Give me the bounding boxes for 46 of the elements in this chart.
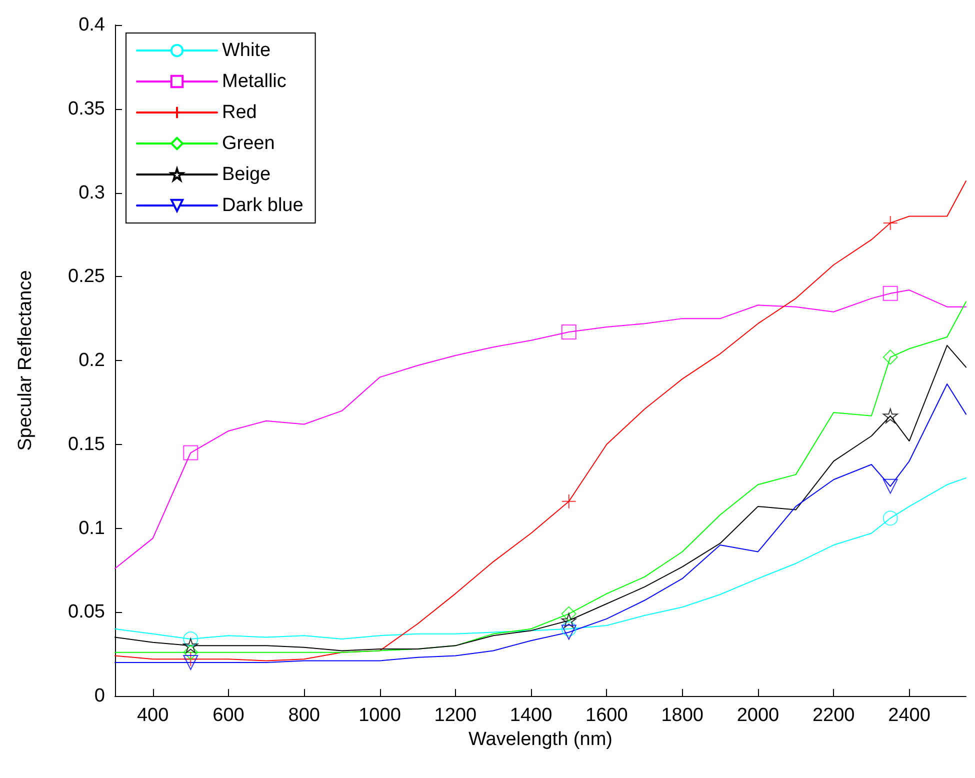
y-tick-label: 0.3 xyxy=(78,182,105,204)
y-tick-label: 0.25 xyxy=(68,266,105,288)
legend-label: Dark blue xyxy=(222,195,304,216)
point xyxy=(561,494,576,509)
x-axis-title: Wavelength (nm) xyxy=(468,729,612,750)
y-tick-label: 0.4 xyxy=(78,14,106,36)
x-tick-label: 600 xyxy=(212,705,244,726)
y-axis-title: Specular Reflectance xyxy=(15,270,36,451)
x-tick-label: 1000 xyxy=(358,705,401,726)
point xyxy=(183,445,198,460)
y-tick-label: 0.05 xyxy=(68,602,105,623)
point xyxy=(183,644,198,660)
point xyxy=(561,613,576,628)
y-tick-label: 0.1 xyxy=(78,518,105,539)
x-tick-label: 2000 xyxy=(736,705,780,726)
point xyxy=(882,215,898,230)
x-tick-label: 1400 xyxy=(510,705,552,726)
point xyxy=(561,621,576,636)
y-tick-label: 0 xyxy=(94,686,105,706)
point xyxy=(183,631,198,646)
point xyxy=(882,286,898,301)
y-tick-label: 0.2 xyxy=(78,350,105,371)
point xyxy=(882,408,898,424)
point xyxy=(561,324,576,340)
point xyxy=(183,652,198,667)
point xyxy=(183,654,198,670)
point xyxy=(882,350,898,365)
point xyxy=(882,510,898,526)
legend-label: Green xyxy=(222,133,275,154)
x-tick-label: 1600 xyxy=(586,705,628,726)
legend-label: White xyxy=(222,40,271,61)
x-tick-label: 400 xyxy=(136,705,169,726)
x-tick-label: 2400 xyxy=(888,705,930,726)
y-tick-label: 0.15 xyxy=(68,434,105,455)
legend-label: Red xyxy=(222,102,257,123)
x-tick-label: 1800 xyxy=(661,705,704,726)
x-tick-label: 1200 xyxy=(434,705,477,726)
x-tick-label: 2200 xyxy=(812,705,855,726)
point xyxy=(882,478,898,494)
y-tick-label: 0.35 xyxy=(68,98,105,120)
point xyxy=(561,606,576,622)
point xyxy=(561,624,576,640)
legend-label: Beige xyxy=(222,164,271,185)
point xyxy=(183,638,198,654)
x-tick-label: 800 xyxy=(288,705,320,726)
legend-label: Metallic xyxy=(222,71,286,92)
